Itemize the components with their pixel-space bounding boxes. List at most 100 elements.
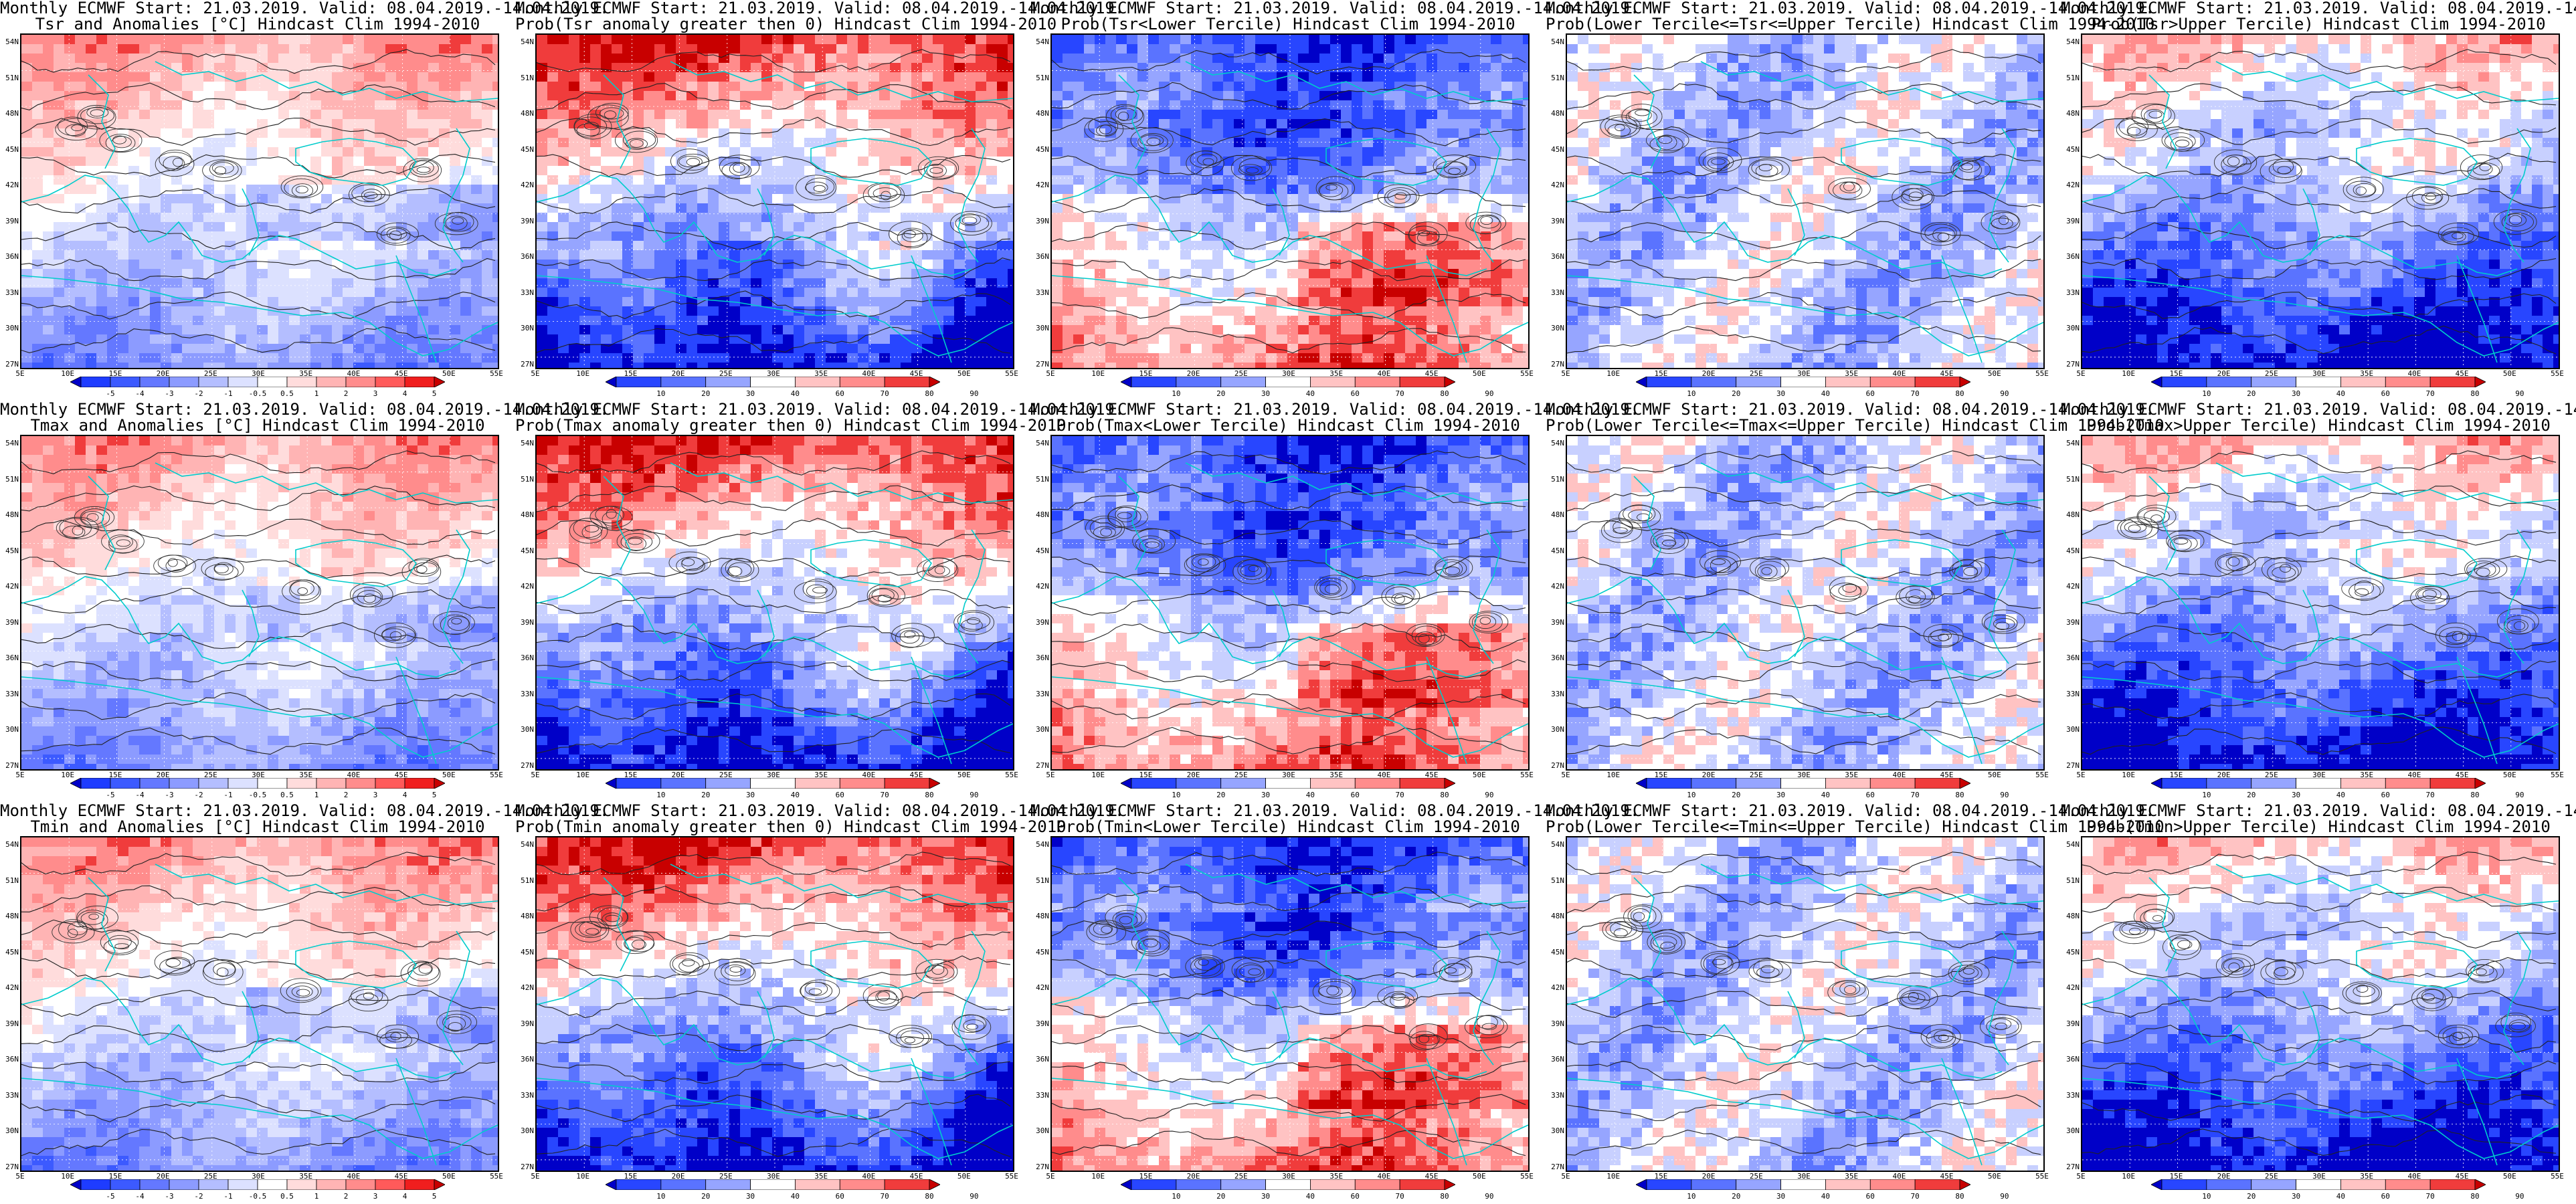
colorbar-segment — [2296, 778, 2341, 789]
longitude-label: 5E — [531, 369, 539, 378]
panel-title-line-2: Prob(Lower Tercile<=Tmax<=Upper Tercile)… — [1546, 417, 2165, 433]
colorbar-tick-label: 3 — [373, 1192, 378, 1201]
latitude-label: 45N — [515, 145, 534, 154]
longitude-label: 55E — [1520, 369, 1534, 378]
map-field — [21, 436, 498, 769]
longitude-label: 15E — [108, 1172, 122, 1181]
colorbar-segment — [1220, 778, 1266, 789]
latitude-label: 51N — [1546, 475, 1564, 484]
latitude-label: 27N — [1546, 1163, 1564, 1171]
colorbar-segment — [795, 1179, 840, 1190]
longitude-label: 10E — [1091, 1172, 1105, 1181]
colorbar-segment — [1646, 377, 1692, 387]
colorbar-segment — [1636, 778, 1647, 789]
colorbar-segment — [1354, 377, 1400, 387]
colorbar-tick-label: 60 — [836, 389, 844, 398]
colorbar-segment — [616, 1179, 662, 1190]
colorbar-segment — [839, 377, 885, 387]
latitude-label: 42N — [0, 983, 19, 992]
colorbar-tick-label: 70 — [881, 389, 889, 398]
colorbar-tick-label: 70 — [1911, 389, 1920, 398]
map-field — [537, 35, 1013, 368]
panel-title-line-1: Monthly ECMWF Start: 21.03.2019. Valid: … — [0, 803, 609, 819]
longitude-label: 15E — [1654, 771, 1667, 779]
colorbar-segment — [2161, 778, 2207, 789]
panel-title-line-2: Prob(Tmax<Lower Tercile) Hindcast Clim 1… — [1030, 417, 1546, 433]
panel-title: Monthly ECMWF Start: 21.03.2019. Valid: … — [1546, 803, 2165, 835]
latitude-label: 51N — [515, 876, 534, 885]
colorbar-tick-label: 10 — [1172, 791, 1180, 799]
longitude-label: 45E — [1940, 771, 1954, 779]
colorbar-segment — [80, 778, 111, 789]
colorbar-segment — [404, 1179, 435, 1190]
longitude-label: 15E — [624, 1172, 637, 1181]
longitude-label: 15E — [1139, 771, 1152, 779]
colorbar-segment — [286, 778, 317, 789]
longitude-label: 45E — [395, 771, 408, 779]
colorbar-tick-label: 40 — [2336, 791, 2345, 799]
colorbar-segment — [1176, 778, 1222, 789]
latitude-label: 54N — [2061, 840, 2080, 849]
latitude-label: 36N — [0, 654, 19, 662]
colorbar-tick-label: 80 — [925, 1192, 933, 1201]
longitude-label: 35E — [2360, 771, 2373, 779]
panel-title-line-1: Monthly ECMWF Start: 21.03.2019. Valid: … — [2061, 0, 2576, 16]
longitude-label: 5E — [15, 771, 24, 779]
longitude-label: 50E — [442, 369, 456, 378]
longitude-label: 10E — [1606, 1172, 1620, 1181]
colorbar-segment — [1869, 377, 1916, 387]
colorbar-segment — [169, 1179, 199, 1190]
colorbar-segment — [227, 377, 258, 387]
latitude-label: 42N — [1546, 983, 1564, 992]
colorbar-tick-label: 20 — [701, 791, 710, 799]
longitude-label: 20E — [1187, 771, 1200, 779]
longitude-label: 40E — [2407, 771, 2421, 779]
map-canvas — [1050, 435, 1530, 771]
latitude-label: 30N — [515, 324, 534, 332]
colorbar-tick-label: 0.5 — [280, 791, 294, 799]
panel-title-line-1: Monthly ECMWF Start: 21.03.2019. Valid: … — [515, 401, 1124, 417]
colorbar-segment — [2206, 377, 2252, 387]
longitude-label: 15E — [1654, 1172, 1667, 1181]
longitude-label: 50E — [442, 771, 456, 779]
colorbar-segment — [286, 1179, 317, 1190]
colorbar-segment — [345, 1179, 376, 1190]
latitude-label: 54N — [1546, 439, 1564, 447]
latitude-label: 51N — [1546, 876, 1564, 885]
longitude-label: 55E — [1005, 369, 1018, 378]
latitude-label: 48N — [2061, 109, 2080, 118]
map-panel: Monthly ECMWF Start: 21.03.2019. Valid: … — [1546, 0, 2154, 401]
latitude-label: 36N — [1546, 252, 1564, 261]
latitude-label: 48N — [1030, 109, 1049, 118]
colorbar-segment — [2474, 778, 2486, 789]
map-panel: Monthly ECMWF Start: 21.03.2019. Valid: … — [2061, 803, 2576, 1204]
longitude-label: 30E — [1797, 369, 1811, 378]
panel-title-line-2: Tmax and Anomalies [°C] Hindcast Clim 19… — [0, 417, 515, 433]
latitude-label: 54N — [1030, 840, 1049, 849]
latitude-label: 54N — [1546, 840, 1564, 849]
colorbar-segment — [1825, 1179, 1871, 1190]
latitude-label: 33N — [2061, 1091, 2080, 1100]
longitude-label: 20E — [672, 1172, 685, 1181]
colorbar-segment — [1869, 778, 1916, 789]
latitude-label: 45N — [1030, 546, 1049, 555]
latitude-label: 27N — [515, 1163, 534, 1171]
panel-title: Monthly ECMWF Start: 21.03.2019. Valid: … — [1546, 0, 2154, 32]
colorbar-segment — [70, 778, 82, 789]
panel-title-line-2: Prob(Tmin anomaly greater then 0) Hindca… — [515, 819, 1067, 835]
panel-title: Monthly ECMWF Start: 21.03.2019. Valid: … — [0, 803, 609, 835]
map-canvas — [2081, 435, 2560, 771]
longitude-label: 5E — [1561, 369, 1570, 378]
colorbar-segment — [884, 377, 930, 387]
longitude-label: 15E — [624, 771, 637, 779]
latitude-label: 33N — [1030, 690, 1049, 698]
colorbar-tick-label: 10 — [2202, 389, 2211, 398]
longitude-label: 15E — [1139, 1172, 1152, 1181]
colorbar-tick-label: 1 — [314, 389, 319, 398]
longitude-label: 55E — [2035, 369, 2049, 378]
longitude-label: 25E — [204, 1172, 217, 1181]
panel-title: Monthly ECMWF Start: 21.03.2019. Valid: … — [1030, 803, 1639, 835]
colorbar-segment — [1265, 377, 1311, 387]
colorbar-tick-label: 20 — [1732, 791, 1740, 799]
latitude-label: 30N — [0, 1126, 19, 1135]
